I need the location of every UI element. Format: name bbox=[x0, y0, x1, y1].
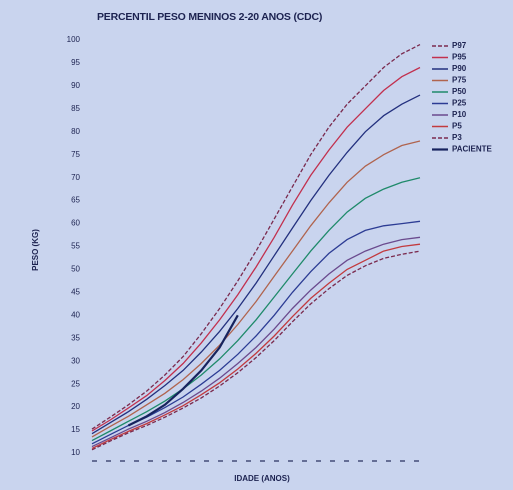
legend-label: P90 bbox=[452, 64, 467, 73]
chart: PERCENTIL PESO MENINOS 2-20 ANOS (CDC) P… bbox=[0, 0, 513, 490]
y-axis-title: PESO (KG) bbox=[31, 229, 40, 271]
y-tick-label: 45 bbox=[71, 287, 80, 296]
y-tick-label: 65 bbox=[71, 196, 80, 205]
y-tick-label: 25 bbox=[71, 379, 80, 388]
y-tick-label: 80 bbox=[71, 127, 80, 136]
y-tick-label: 15 bbox=[71, 425, 80, 434]
legend-label: PACIENTE bbox=[452, 145, 493, 154]
y-tick-label: 90 bbox=[71, 81, 80, 90]
y-tick-label: 75 bbox=[71, 150, 80, 159]
series-line bbox=[92, 141, 420, 437]
y-tick-label: 95 bbox=[71, 58, 80, 67]
y-tick-label: 35 bbox=[71, 333, 80, 342]
legend-label: P5 bbox=[452, 122, 462, 131]
x-axis-title: IDADE (ANOS) bbox=[234, 474, 290, 483]
y-tick-label: 60 bbox=[71, 219, 80, 228]
y-tick-label: 100 bbox=[67, 35, 81, 44]
y-tick-label: 55 bbox=[71, 242, 80, 251]
y-tick-label: 30 bbox=[71, 356, 80, 365]
legend-label: P75 bbox=[452, 76, 467, 85]
series-line bbox=[92, 45, 420, 430]
y-tick-label: 20 bbox=[71, 402, 80, 411]
y-tick-label: 85 bbox=[71, 104, 80, 113]
y-tick-label: 40 bbox=[71, 310, 80, 319]
legend-label: P3 bbox=[452, 133, 462, 142]
legend-label: P95 bbox=[452, 53, 467, 62]
y-tick-label: 50 bbox=[71, 265, 80, 274]
series-line bbox=[92, 178, 420, 441]
legend-label: P10 bbox=[452, 110, 467, 119]
chart-title: PERCENTIL PESO MENINOS 2-20 ANOS (CDC) bbox=[97, 11, 322, 23]
legend-label: P50 bbox=[452, 87, 467, 96]
series-line bbox=[92, 221, 420, 443]
legend-label: P97 bbox=[452, 41, 467, 50]
series-line bbox=[92, 244, 420, 448]
y-tick-label: 10 bbox=[71, 448, 80, 457]
series-line bbox=[92, 95, 420, 434]
y-tick-label: 70 bbox=[71, 173, 80, 182]
legend-label: P25 bbox=[452, 99, 467, 108]
